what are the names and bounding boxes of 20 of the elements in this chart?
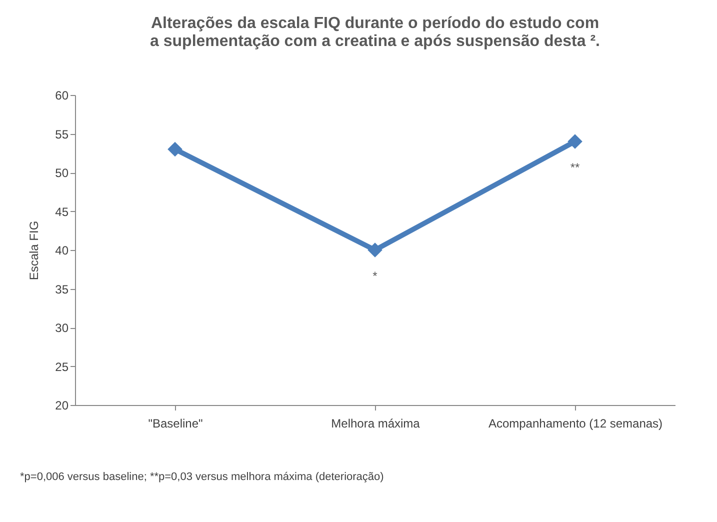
- chart-title: Alterações da escala FIQ durante o período do estudo com a suplementação com a creatina e após suspensão desta ².: [150, 15, 600, 50]
- y-tick-label: 35: [55, 282, 69, 296]
- text: *p=0,006 versus baseline; **p=0,03 versus melhora máxima (deterioração): [20, 471, 384, 483]
- y-tick-label: 30: [55, 321, 69, 335]
- point: [168, 142, 182, 157]
- x-tick-label: Melhora máxima: [331, 416, 420, 430]
- y-tick-label: 45: [55, 204, 69, 219]
- y-tick-label: 40: [55, 244, 69, 258]
- annotation: **: [570, 160, 580, 174]
- x-tick-label: "Baseline": [148, 416, 203, 430]
- point: [568, 134, 582, 149]
- y-tick-label: 20: [55, 398, 69, 412]
- y-tick-label: 55: [55, 127, 69, 142]
- y-axis-title: Escala FIG: [27, 220, 42, 280]
- annotation: *: [372, 269, 378, 283]
- x-tick-label: Acompanhamento (12 semanas): [488, 416, 663, 430]
- point: [368, 242, 382, 258]
- y-tick-label: 60: [55, 88, 69, 102]
- y-tick-label: 50: [55, 166, 69, 180]
- y-tick-label: 25: [55, 360, 69, 374]
